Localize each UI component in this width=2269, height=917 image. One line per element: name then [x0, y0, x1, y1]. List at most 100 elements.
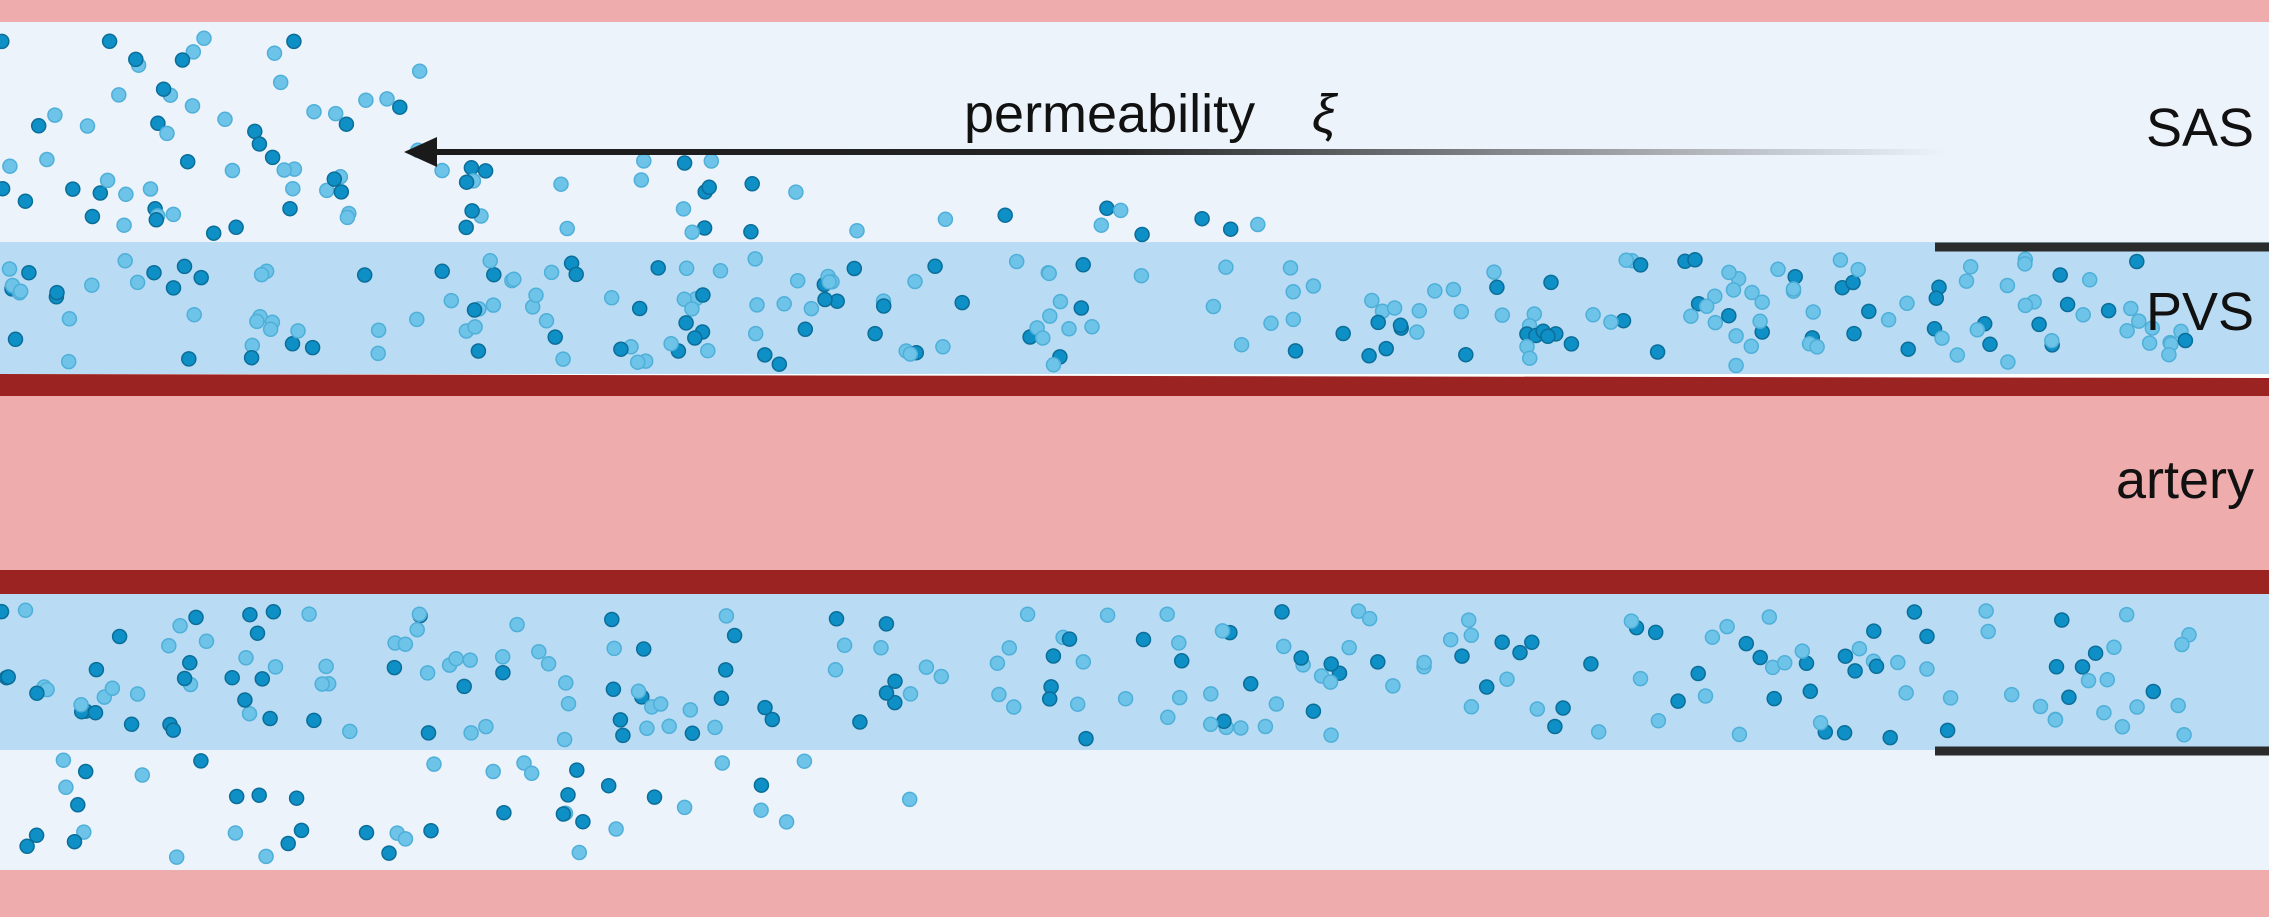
particle-light [1731, 726, 1748, 743]
particle-light [2144, 320, 2161, 336]
particle-light [1899, 295, 1915, 312]
particle-light [272, 74, 289, 91]
particle-light [411, 606, 428, 622]
particle-dark [1134, 226, 1150, 243]
particle-light [1019, 606, 1036, 623]
particle-dark [1882, 729, 1898, 746]
particle-dark [29, 685, 45, 701]
particle-dark [193, 753, 209, 769]
particle-dark [1494, 634, 1510, 650]
particle-light [397, 636, 414, 652]
particle-light [185, 44, 202, 60]
particle-light [1445, 281, 1462, 298]
particle-dark [486, 266, 502, 283]
particle-light [675, 201, 692, 217]
particle-light [196, 30, 212, 47]
particle-dark [0, 33, 10, 50]
particle-dark [463, 160, 480, 176]
particle-light [1707, 288, 1723, 304]
particle-light [1282, 260, 1299, 276]
particle-light [301, 606, 317, 622]
particle-dark [757, 699, 773, 716]
particle-dark [179, 153, 196, 170]
particle-light [1752, 313, 1768, 330]
particle-light [467, 319, 483, 335]
particle-light [2017, 297, 2034, 314]
pvs-region-bottom [0, 594, 2269, 750]
particle-light [1233, 720, 1249, 736]
particle-dark [464, 203, 480, 219]
particle-light [991, 686, 1007, 703]
sas-region-bottom [0, 750, 2269, 870]
particle-dark [254, 671, 271, 687]
particle-light [1041, 265, 1057, 282]
particle-dark [817, 291, 833, 308]
particle-light [2141, 335, 2158, 351]
particle-dark [1045, 648, 1062, 664]
particle-light [935, 339, 951, 355]
particle-light [2106, 639, 2122, 656]
particle-dark [1939, 722, 1956, 739]
particle-light [1322, 674, 1339, 690]
particle-light [1250, 216, 1266, 233]
particle-light [747, 251, 763, 267]
particle-dark [1361, 348, 1377, 364]
particle-dark [128, 51, 144, 68]
particle-dark [249, 625, 266, 641]
particle-dark [646, 789, 663, 805]
particle-light [111, 87, 127, 103]
particle-light [2161, 346, 2177, 363]
particle-dark [0, 669, 16, 685]
particle-dark [176, 258, 193, 275]
particle-dark [262, 710, 278, 727]
particle-dark [1078, 730, 1094, 747]
particle-light [543, 264, 560, 281]
particle-light [104, 680, 121, 697]
particle-light [918, 659, 935, 675]
sas-region-top [0, 22, 2269, 242]
vessel-wall-bottom [0, 570, 2269, 594]
particle-dark [852, 714, 868, 730]
particle-dark [193, 269, 209, 286]
particle-dark [744, 176, 760, 192]
particle-light [1728, 357, 1744, 374]
particle-light [1919, 661, 1935, 677]
particle-light [129, 686, 146, 702]
particle-light [1171, 689, 1188, 706]
particle-light [379, 91, 395, 107]
particle-light [1590, 724, 1607, 740]
particle-light [1618, 252, 1634, 268]
particle-dark [66, 833, 83, 850]
particle-dark [165, 280, 182, 296]
particle-light [2044, 332, 2060, 349]
particle-light [1463, 627, 1480, 644]
particle-dark [1738, 635, 1755, 652]
particle-dark [111, 628, 128, 645]
particle-light [168, 849, 185, 865]
particle-light [494, 649, 511, 665]
particle-light [1499, 671, 1515, 687]
particle-light [84, 277, 100, 293]
particle-dark [1323, 656, 1339, 672]
particle-light [249, 313, 265, 330]
particle-light [1093, 217, 1110, 233]
sas-label: SAS [2146, 98, 2254, 158]
particle-light [1214, 623, 1231, 639]
particle-dark [1274, 604, 1290, 620]
particle-light [1202, 716, 1219, 733]
particle-light [1809, 339, 1825, 355]
particle-dark [466, 302, 483, 318]
particle-dark [282, 200, 298, 217]
particle-light [559, 220, 575, 237]
particle-light [652, 696, 669, 712]
particle-dark [1524, 634, 1540, 651]
particle-dark [356, 267, 373, 283]
particle-light [2123, 300, 2139, 317]
particle-light [1061, 321, 1077, 337]
artery-label: artery [2116, 450, 2254, 510]
particle-dark [717, 662, 734, 678]
particle-light [902, 346, 919, 362]
tissue-bottom-band [0, 870, 2269, 917]
particle-dark [547, 329, 563, 345]
